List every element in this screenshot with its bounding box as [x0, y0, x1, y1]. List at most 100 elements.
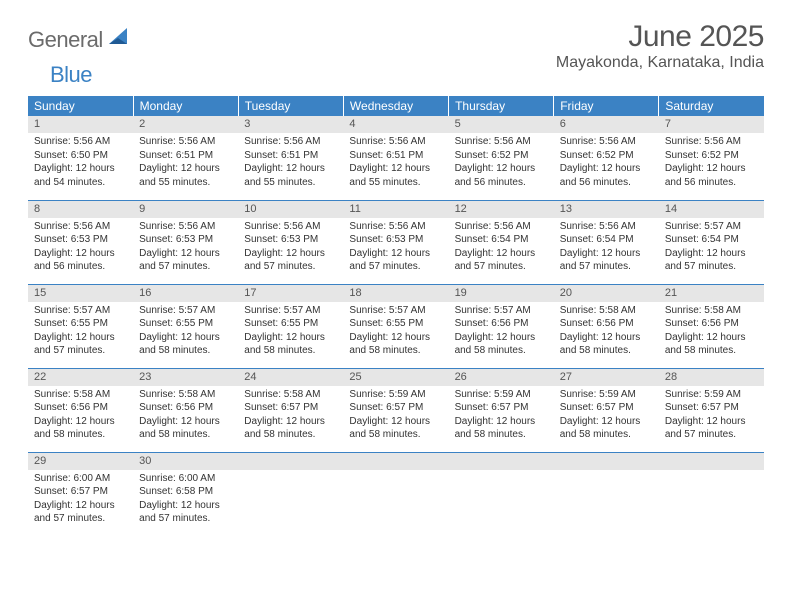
calendar-day-cell: [343, 452, 448, 536]
logo-sail-icon: [107, 26, 133, 53]
day-data: Sunrise: 5:59 AMSunset: 6:57 PMDaylight:…: [554, 386, 659, 446]
calendar-week-row: 22Sunrise: 5:58 AMSunset: 6:56 PMDayligh…: [28, 368, 764, 452]
calendar-day-cell: 21Sunrise: 5:58 AMSunset: 6:56 PMDayligh…: [659, 284, 764, 368]
calendar-day-cell: 2Sunrise: 5:56 AMSunset: 6:51 PMDaylight…: [133, 116, 238, 200]
calendar-day-cell: 13Sunrise: 5:56 AMSunset: 6:54 PMDayligh…: [554, 200, 659, 284]
calendar-header: SundayMondayTuesdayWednesdayThursdayFrid…: [28, 96, 764, 116]
day-number: 20: [554, 285, 659, 302]
calendar-day-cell: 8Sunrise: 5:56 AMSunset: 6:53 PMDaylight…: [28, 200, 133, 284]
day-data: Sunrise: 5:58 AMSunset: 6:56 PMDaylight:…: [554, 302, 659, 362]
day-data: Sunrise: 5:56 AMSunset: 6:53 PMDaylight:…: [28, 218, 133, 278]
calendar-day-cell: [554, 452, 659, 536]
day-data: Sunrise: 6:00 AMSunset: 6:58 PMDaylight:…: [133, 470, 238, 530]
day-data: Sunrise: 5:57 AMSunset: 6:55 PMDaylight:…: [133, 302, 238, 362]
calendar-week-row: 1Sunrise: 5:56 AMSunset: 6:50 PMDaylight…: [28, 116, 764, 200]
weekday-header: Friday: [554, 96, 659, 116]
day-number: 23: [133, 369, 238, 386]
day-number: 2: [133, 116, 238, 133]
calendar-table: SundayMondayTuesdayWednesdayThursdayFrid…: [28, 96, 764, 536]
day-number: 1: [28, 116, 133, 133]
weekday-header: Thursday: [449, 96, 554, 116]
day-data: Sunrise: 5:56 AMSunset: 6:52 PMDaylight:…: [449, 133, 554, 193]
weekday-header: Wednesday: [343, 96, 448, 116]
day-data: Sunrise: 5:58 AMSunset: 6:56 PMDaylight:…: [133, 386, 238, 446]
calendar-day-cell: 27Sunrise: 5:59 AMSunset: 6:57 PMDayligh…: [554, 368, 659, 452]
calendar-day-cell: 16Sunrise: 5:57 AMSunset: 6:55 PMDayligh…: [133, 284, 238, 368]
day-number: 10: [238, 201, 343, 218]
day-number: 16: [133, 285, 238, 302]
calendar-day-cell: 30Sunrise: 6:00 AMSunset: 6:58 PMDayligh…: [133, 452, 238, 536]
day-data: Sunrise: 5:57 AMSunset: 6:55 PMDaylight:…: [28, 302, 133, 362]
calendar-day-cell: 24Sunrise: 5:58 AMSunset: 6:57 PMDayligh…: [238, 368, 343, 452]
day-number: 28: [659, 369, 764, 386]
logo-text-general: General: [28, 27, 103, 53]
day-number: 18: [343, 285, 448, 302]
logo-text-blue: Blue: [50, 62, 92, 88]
weekday-header: Sunday: [28, 96, 133, 116]
day-data: Sunrise: 5:56 AMSunset: 6:52 PMDaylight:…: [659, 133, 764, 193]
day-number-empty: [343, 453, 448, 470]
day-data: Sunrise: 5:59 AMSunset: 6:57 PMDaylight:…: [659, 386, 764, 446]
calendar-day-cell: [449, 452, 554, 536]
day-data: Sunrise: 5:56 AMSunset: 6:51 PMDaylight:…: [238, 133, 343, 193]
weekday-header: Saturday: [659, 96, 764, 116]
day-data: Sunrise: 5:56 AMSunset: 6:52 PMDaylight:…: [554, 133, 659, 193]
calendar-day-cell: 9Sunrise: 5:56 AMSunset: 6:53 PMDaylight…: [133, 200, 238, 284]
calendar-day-cell: 17Sunrise: 5:57 AMSunset: 6:55 PMDayligh…: [238, 284, 343, 368]
day-number: 9: [133, 201, 238, 218]
calendar-day-cell: 18Sunrise: 5:57 AMSunset: 6:55 PMDayligh…: [343, 284, 448, 368]
day-number-empty: [554, 453, 659, 470]
day-data: Sunrise: 5:57 AMSunset: 6:55 PMDaylight:…: [343, 302, 448, 362]
location-label: Mayakonda, Karnataka, India: [556, 54, 764, 72]
day-data: Sunrise: 5:56 AMSunset: 6:50 PMDaylight:…: [28, 133, 133, 193]
title-block: June 2025 Mayakonda, Karnataka, India: [556, 20, 764, 72]
day-number-empty: [659, 453, 764, 470]
calendar-day-cell: 26Sunrise: 5:59 AMSunset: 6:57 PMDayligh…: [449, 368, 554, 452]
weekday-header: Tuesday: [238, 96, 343, 116]
day-number: 25: [343, 369, 448, 386]
day-number: 27: [554, 369, 659, 386]
calendar-day-cell: 1Sunrise: 5:56 AMSunset: 6:50 PMDaylight…: [28, 116, 133, 200]
day-data: Sunrise: 5:58 AMSunset: 6:56 PMDaylight:…: [659, 302, 764, 362]
calendar-day-cell: [238, 452, 343, 536]
day-data: Sunrise: 6:00 AMSunset: 6:57 PMDaylight:…: [28, 470, 133, 530]
calendar-day-cell: 3Sunrise: 5:56 AMSunset: 6:51 PMDaylight…: [238, 116, 343, 200]
calendar-day-cell: 12Sunrise: 5:56 AMSunset: 6:54 PMDayligh…: [449, 200, 554, 284]
day-number: 29: [28, 453, 133, 470]
day-data: Sunrise: 5:56 AMSunset: 6:54 PMDaylight:…: [449, 218, 554, 278]
day-data: Sunrise: 5:59 AMSunset: 6:57 PMDaylight:…: [449, 386, 554, 446]
calendar-day-cell: 15Sunrise: 5:57 AMSunset: 6:55 PMDayligh…: [28, 284, 133, 368]
calendar-day-cell: 29Sunrise: 6:00 AMSunset: 6:57 PMDayligh…: [28, 452, 133, 536]
day-data: Sunrise: 5:57 AMSunset: 6:55 PMDaylight:…: [238, 302, 343, 362]
day-number: 21: [659, 285, 764, 302]
calendar-day-cell: 23Sunrise: 5:58 AMSunset: 6:56 PMDayligh…: [133, 368, 238, 452]
calendar-day-cell: 14Sunrise: 5:57 AMSunset: 6:54 PMDayligh…: [659, 200, 764, 284]
day-number: 3: [238, 116, 343, 133]
day-number: 4: [343, 116, 448, 133]
calendar-day-cell: 10Sunrise: 5:56 AMSunset: 6:53 PMDayligh…: [238, 200, 343, 284]
day-data: Sunrise: 5:56 AMSunset: 6:51 PMDaylight:…: [343, 133, 448, 193]
calendar-day-cell: 20Sunrise: 5:58 AMSunset: 6:56 PMDayligh…: [554, 284, 659, 368]
calendar-day-cell: 6Sunrise: 5:56 AMSunset: 6:52 PMDaylight…: [554, 116, 659, 200]
calendar-day-cell: 4Sunrise: 5:56 AMSunset: 6:51 PMDaylight…: [343, 116, 448, 200]
day-data: Sunrise: 5:56 AMSunset: 6:53 PMDaylight:…: [343, 218, 448, 278]
calendar-page: General June 2025 Mayakonda, Karnataka, …: [0, 0, 792, 556]
calendar-day-cell: [659, 452, 764, 536]
day-data: Sunrise: 5:58 AMSunset: 6:57 PMDaylight:…: [238, 386, 343, 446]
day-number: 12: [449, 201, 554, 218]
day-number: 6: [554, 116, 659, 133]
day-number: 17: [238, 285, 343, 302]
calendar-body: 1Sunrise: 5:56 AMSunset: 6:50 PMDaylight…: [28, 116, 764, 536]
day-number: 26: [449, 369, 554, 386]
day-data: Sunrise: 5:57 AMSunset: 6:56 PMDaylight:…: [449, 302, 554, 362]
day-number: 24: [238, 369, 343, 386]
logo: General: [28, 20, 135, 53]
day-data: Sunrise: 5:56 AMSunset: 6:53 PMDaylight:…: [238, 218, 343, 278]
day-number: 13: [554, 201, 659, 218]
calendar-week-row: 15Sunrise: 5:57 AMSunset: 6:55 PMDayligh…: [28, 284, 764, 368]
day-number: 30: [133, 453, 238, 470]
day-number: 8: [28, 201, 133, 218]
calendar-day-cell: 25Sunrise: 5:59 AMSunset: 6:57 PMDayligh…: [343, 368, 448, 452]
day-data: Sunrise: 5:56 AMSunset: 6:54 PMDaylight:…: [554, 218, 659, 278]
calendar-week-row: 8Sunrise: 5:56 AMSunset: 6:53 PMDaylight…: [28, 200, 764, 284]
